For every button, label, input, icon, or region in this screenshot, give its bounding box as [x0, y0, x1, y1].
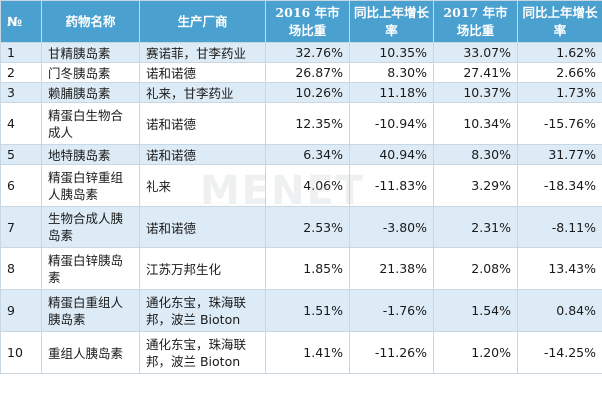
share-2016: 1.41%	[265, 331, 350, 374]
share-2016: 2.53%	[265, 206, 350, 248]
drug-name: 赖脯胰岛素	[41, 82, 140, 103]
share-2017: 2.31%	[433, 206, 518, 248]
header-growth-2016: 同比上年增长率	[349, 0, 434, 43]
share-2016: 10.26%	[265, 82, 350, 103]
table-row: 6 精蛋白锌重组人胰岛素 礼来 4.06% -11.83% 3.29% -18.…	[0, 164, 602, 207]
table-row: 4 精蛋白生物合成人 诺和诺德 12.35% -10.94% 10.34% -1…	[0, 102, 602, 145]
share-2016: 26.87%	[265, 62, 350, 83]
drug-name: 门冬胰岛素	[41, 62, 140, 83]
header-share-2016: 2016 年市场比重	[265, 0, 350, 43]
growth-2017: 13.43%	[517, 247, 602, 290]
table-row: 8 精蛋白锌胰岛素 江苏万邦生化 1.85% 21.38% 2.08% 13.4…	[0, 247, 602, 290]
drug-name: 地特胰岛素	[41, 144, 140, 165]
growth-2017: 31.77%	[517, 144, 602, 165]
growth-2016: 21.38%	[349, 247, 434, 290]
growth-2016: 40.94%	[349, 144, 434, 165]
growth-2017: 1.73%	[517, 82, 602, 103]
drug-name: 重组人胰岛素	[41, 331, 140, 374]
manufacturer: 诺和诺德	[139, 206, 266, 248]
share-2016: 12.35%	[265, 102, 350, 145]
share-2016: 1.51%	[265, 289, 350, 332]
row-index: 4	[0, 102, 42, 145]
share-2017: 27.41%	[433, 62, 518, 83]
growth-2016: 11.18%	[349, 82, 434, 103]
row-index: 1	[0, 42, 42, 63]
manufacturer: 诺和诺德	[139, 144, 266, 165]
manufacturer: 礼来，甘李药业	[139, 82, 266, 103]
growth-2017: -15.76%	[517, 102, 602, 145]
table-row: 3 赖脯胰岛素 礼来，甘李药业 10.26% 11.18% 10.37% 1.7…	[0, 82, 602, 103]
growth-2017: 0.84%	[517, 289, 602, 332]
growth-2016: 10.35%	[349, 42, 434, 63]
share-2016: 32.76%	[265, 42, 350, 63]
share-2017: 2.08%	[433, 247, 518, 290]
growth-2017: -8.11%	[517, 206, 602, 248]
manufacturer: 江苏万邦生化	[139, 247, 266, 290]
table-row: 5 地特胰岛素 诺和诺德 6.34% 40.94% 8.30% 31.77%	[0, 144, 602, 165]
drug-name: 精蛋白重组人胰岛素	[41, 289, 140, 332]
manufacturer: 诺和诺德	[139, 102, 266, 145]
share-2017: 33.07%	[433, 42, 518, 63]
growth-2017: 1.62%	[517, 42, 602, 63]
header-growth-2017: 同比上年增长率	[517, 0, 602, 43]
growth-2017: -18.34%	[517, 164, 602, 207]
share-2016: 1.85%	[265, 247, 350, 290]
share-2017: 10.37%	[433, 82, 518, 103]
row-index: 5	[0, 144, 42, 165]
header-manufacturer: 生产厂商	[139, 0, 266, 43]
growth-2016: -1.76%	[349, 289, 434, 332]
share-2017: 10.34%	[433, 102, 518, 145]
share-2017: 1.54%	[433, 289, 518, 332]
table-row: 2 门冬胰岛素 诺和诺德 26.87% 8.30% 27.41% 2.66%	[0, 62, 602, 83]
manufacturer: 赛诺菲，甘李药业	[139, 42, 266, 63]
row-index: 10	[0, 331, 42, 374]
share-2017: 1.20%	[433, 331, 518, 374]
table-row: 9 精蛋白重组人胰岛素 通化东宝，珠海联邦，波兰 Bioton 1.51% -1…	[0, 289, 602, 332]
header-drug-name: 药物名称	[41, 0, 140, 43]
insulin-market-table: № 药物名称 生产厂商 2016 年市场比重 同比上年增长率 2017 年市场比…	[0, 0, 602, 374]
growth-2016: 8.30%	[349, 62, 434, 83]
drug-name: 生物合成人胰岛素	[41, 206, 140, 248]
row-index: 9	[0, 289, 42, 332]
growth-2016: -10.94%	[349, 102, 434, 145]
share-2016: 6.34%	[265, 144, 350, 165]
growth-2017: -14.25%	[517, 331, 602, 374]
row-index: 8	[0, 247, 42, 290]
share-2017: 3.29%	[433, 164, 518, 207]
growth-2016: -11.83%	[349, 164, 434, 207]
manufacturer: 通化东宝，珠海联邦，波兰 Bioton	[139, 289, 266, 332]
table-row: 10 重组人胰岛素 通化东宝，珠海联邦，波兰 Bioton 1.41% -11.…	[0, 331, 602, 374]
manufacturer: 诺和诺德	[139, 62, 266, 83]
drug-name: 甘精胰岛素	[41, 42, 140, 63]
header-share-2017: 2017 年市场比重	[433, 0, 518, 43]
row-index: 2	[0, 62, 42, 83]
row-index: 7	[0, 206, 42, 248]
row-index: 3	[0, 82, 42, 103]
header-index: №	[0, 0, 42, 43]
drug-name: 精蛋白锌胰岛素	[41, 247, 140, 290]
manufacturer: 礼来	[139, 164, 266, 207]
growth-2017: 2.66%	[517, 62, 602, 83]
growth-2016: -11.26%	[349, 331, 434, 374]
share-2017: 8.30%	[433, 144, 518, 165]
row-index: 6	[0, 164, 42, 207]
drug-name: 精蛋白锌重组人胰岛素	[41, 164, 140, 207]
manufacturer: 通化东宝，珠海联邦，波兰 Bioton	[139, 331, 266, 374]
header-row: № 药物名称 生产厂商 2016 年市场比重 同比上年增长率 2017 年市场比…	[0, 0, 602, 43]
table-row: 7 生物合成人胰岛素 诺和诺德 2.53% -3.80% 2.31% -8.11…	[0, 206, 602, 248]
share-2016: 4.06%	[265, 164, 350, 207]
drug-name: 精蛋白生物合成人	[41, 102, 140, 145]
growth-2016: -3.80%	[349, 206, 434, 248]
table-row: 1 甘精胰岛素 赛诺菲，甘李药业 32.76% 10.35% 33.07% 1.…	[0, 42, 602, 63]
